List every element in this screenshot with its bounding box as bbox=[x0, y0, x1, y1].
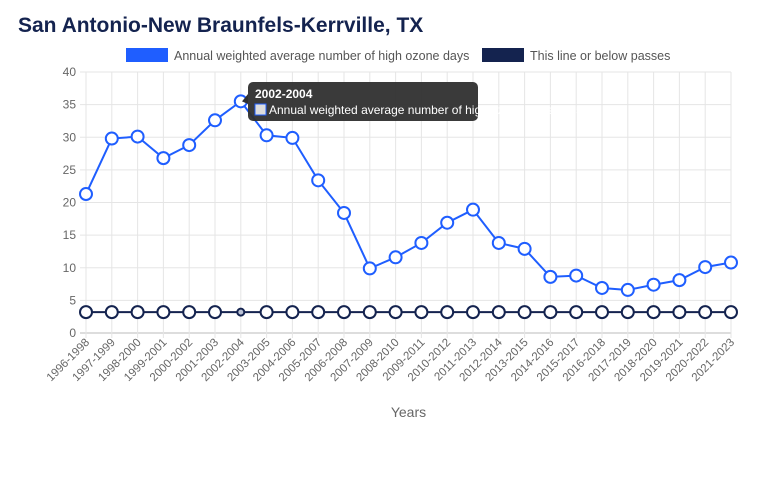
data-point bbox=[182, 305, 197, 320]
data-point bbox=[698, 305, 713, 320]
data-point bbox=[698, 260, 713, 275]
data-point bbox=[130, 129, 145, 144]
data-point bbox=[156, 151, 171, 166]
y-tick-label: 5 bbox=[69, 293, 76, 307]
data-point bbox=[388, 305, 403, 320]
tooltip-label: Annual weighted average number of high o… bbox=[269, 103, 583, 117]
data-point bbox=[672, 273, 687, 288]
data-point bbox=[388, 250, 403, 265]
tooltip bbox=[248, 82, 478, 121]
data-point bbox=[466, 202, 480, 217]
data-point bbox=[79, 305, 93, 320]
data-point bbox=[672, 305, 687, 320]
data-point bbox=[466, 305, 480, 320]
data-point bbox=[414, 235, 429, 250]
x-axis-label: Years bbox=[391, 404, 426, 420]
data-point bbox=[208, 113, 222, 128]
data-point bbox=[646, 277, 661, 292]
legend-swatch-0 bbox=[126, 48, 168, 62]
data-point bbox=[130, 305, 145, 320]
data-point bbox=[440, 215, 455, 230]
data-point bbox=[724, 305, 738, 320]
data-point bbox=[104, 131, 119, 146]
data-point bbox=[517, 305, 532, 320]
legend-label-0: Annual weighted average number of high o… bbox=[174, 49, 469, 63]
data-point bbox=[543, 269, 558, 284]
y-tick-label: 40 bbox=[63, 65, 77, 79]
data-point bbox=[311, 305, 326, 320]
data-point bbox=[156, 305, 171, 320]
data-point bbox=[646, 305, 661, 320]
chart-title: San Antonio-New Braunfels-Kerrville, TX bbox=[18, 14, 424, 37]
data-point bbox=[569, 305, 584, 320]
data-point bbox=[362, 305, 377, 320]
data-point bbox=[595, 280, 609, 295]
series-line-0 bbox=[85, 99, 732, 291]
data-point bbox=[208, 305, 222, 320]
tooltip-swatch bbox=[254, 103, 267, 116]
y-tick-label: 10 bbox=[63, 261, 77, 275]
data-point bbox=[724, 255, 738, 270]
data-point bbox=[362, 261, 377, 276]
data-point bbox=[517, 241, 532, 256]
y-tick-label: 30 bbox=[63, 130, 77, 144]
data-point bbox=[414, 305, 429, 320]
legend-swatch-1 bbox=[482, 48, 524, 62]
data-point bbox=[79, 187, 93, 202]
data-point bbox=[259, 305, 274, 320]
data-point bbox=[595, 305, 609, 320]
data-point bbox=[491, 235, 506, 250]
data-point bbox=[104, 305, 119, 320]
data-point bbox=[620, 305, 635, 320]
data-point bbox=[259, 128, 274, 143]
data-point bbox=[620, 282, 635, 297]
tooltip-title: 2002-2004 bbox=[255, 87, 313, 101]
y-tick-label: 35 bbox=[63, 98, 77, 112]
data-point bbox=[236, 307, 246, 317]
y-tick-label: 15 bbox=[63, 228, 77, 242]
data-point bbox=[285, 130, 300, 145]
data-point bbox=[182, 138, 197, 153]
y-tick-label: 25 bbox=[63, 163, 77, 177]
tooltip-caret bbox=[242, 94, 248, 104]
data-point bbox=[491, 305, 506, 320]
y-tick-label: 20 bbox=[63, 196, 77, 210]
data-point bbox=[337, 305, 351, 320]
data-point bbox=[569, 268, 584, 283]
legend-label-1: This line or below passes bbox=[530, 49, 670, 63]
data-point bbox=[337, 205, 351, 220]
data-point bbox=[285, 305, 300, 320]
data-point bbox=[440, 305, 455, 320]
data-point bbox=[543, 305, 558, 320]
data-point bbox=[311, 173, 326, 188]
y-tick-label: 0 bbox=[69, 326, 76, 340]
